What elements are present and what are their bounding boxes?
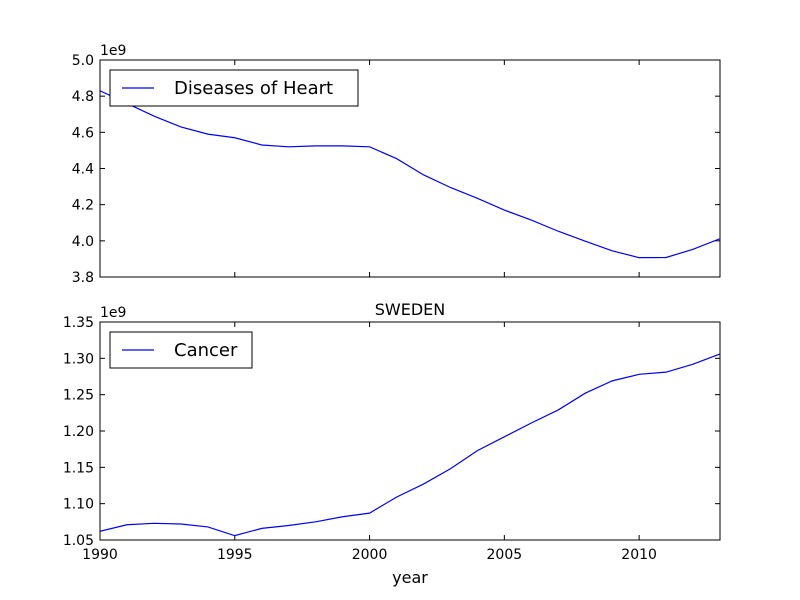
legend-label: Diseases of Heart bbox=[174, 78, 333, 99]
x-tick-label: 2005 bbox=[487, 547, 523, 563]
x-tick-label: 2010 bbox=[621, 547, 657, 563]
legend: Cancer bbox=[109, 331, 253, 369]
x-tick-label: 1995 bbox=[217, 547, 253, 563]
y-tick-label: 3.8 bbox=[72, 270, 94, 286]
axis-offset-label: 1e9 bbox=[100, 43, 126, 59]
chart-title: SWEDEN bbox=[375, 300, 445, 319]
y-tick-label: 4.8 bbox=[72, 89, 94, 105]
y-tick-label: 1.20 bbox=[63, 424, 94, 440]
y-tick-label: 4.0 bbox=[72, 234, 94, 250]
y-tick-label: 1.10 bbox=[63, 497, 94, 513]
x-tick-label: 2000 bbox=[352, 547, 388, 563]
heart-disease-chart: 3.8 4.0 4.2 4.4 4.6 4.8 5.0 1e9 Diseases of Hear… bbox=[72, 43, 721, 286]
y-tick-label: 5.0 bbox=[72, 53, 94, 69]
legend-label: Cancer bbox=[174, 340, 238, 361]
y-tick-label: 1.15 bbox=[63, 460, 94, 476]
series-line-0 bbox=[100, 90, 720, 259]
x-axis-label: year bbox=[392, 568, 428, 587]
y-tick-label: 4.4 bbox=[72, 162, 94, 178]
x-tick-label: 1990 bbox=[82, 547, 118, 563]
y-tick-label: 1.05 bbox=[63, 533, 94, 549]
cancer-chart: 1.05 1.10 1.15 1.20 1.25 1.30 1.35 1990 1995 2000… bbox=[63, 300, 721, 587]
y-tick-label: 4.6 bbox=[72, 125, 94, 141]
series-line-0 bbox=[100, 353, 720, 537]
y-tick-label: 1.25 bbox=[63, 388, 94, 404]
y-tick-label: 1.35 bbox=[63, 315, 94, 331]
legend: Diseases of Heart bbox=[109, 69, 359, 107]
y-tick-label: 4.2 bbox=[72, 198, 94, 214]
axis-offset-label: 1e9 bbox=[100, 305, 126, 321]
y-tick-label: 1.30 bbox=[63, 351, 94, 367]
